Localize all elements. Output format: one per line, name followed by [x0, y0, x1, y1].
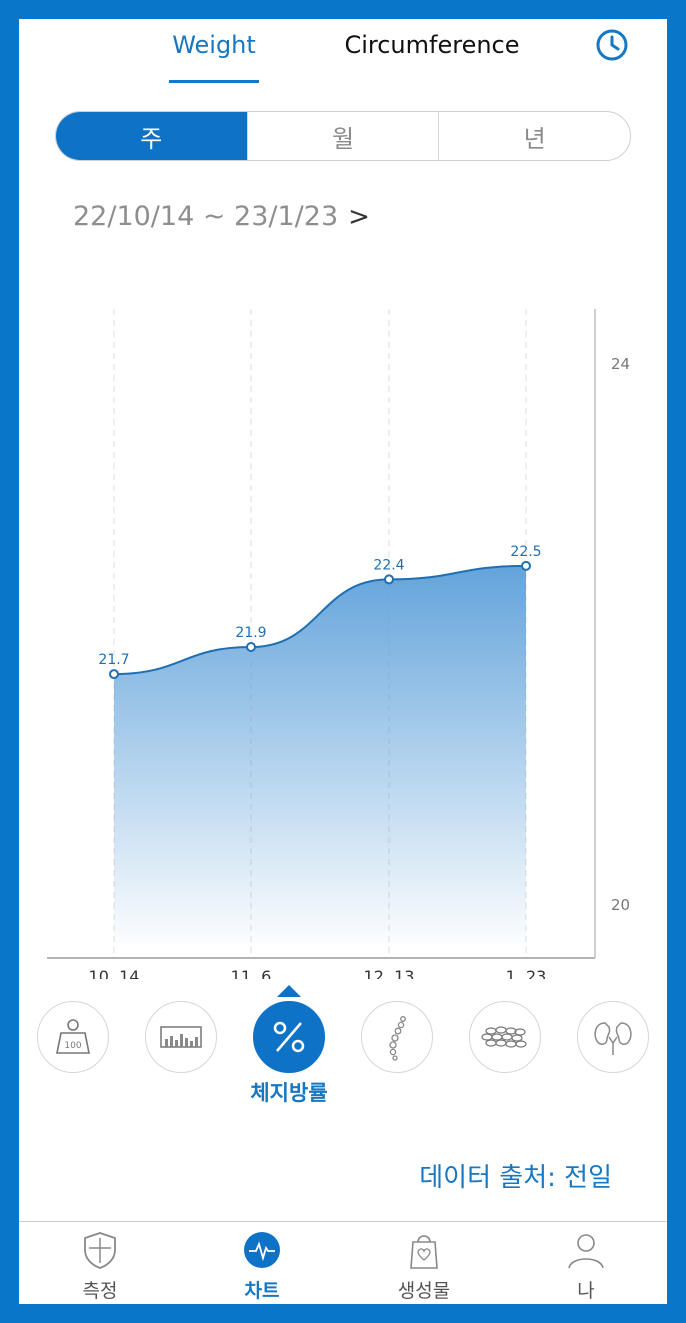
nav-chart[interactable]: 차트 — [181, 1222, 343, 1304]
period-month[interactable]: 월 — [246, 112, 439, 160]
data-label: 22.4 — [373, 557, 404, 573]
active-metric-label: 체지방률 — [250, 1081, 328, 1105]
tab-circumference[interactable]: Circumference — [344, 31, 520, 59]
weight-chart: 21.7 21.9 22.4 22.5 24 20 10. 14 11. 6 12. 13 1… — [47, 309, 630, 979]
metric-selector: 100 — [19, 981, 667, 1121]
percent-icon[interactable] — [253, 1001, 325, 1073]
app-screen: Weight Circumference 주 월 년 22/10/14 ~ 23… — [19, 19, 667, 1304]
svg-text:100: 100 — [64, 1041, 81, 1051]
nav-chart-label: 차트 — [244, 1280, 280, 1302]
fat-tissue-icon[interactable] — [469, 1001, 541, 1073]
weight-100-icon[interactable]: 100 — [37, 1001, 109, 1073]
nav-me[interactable]: 나 — [505, 1222, 667, 1304]
data-point[interactable] — [246, 642, 256, 653]
x-tick-label: 1. 23 — [506, 967, 547, 979]
data-label: 21.9 — [235, 625, 266, 641]
data-point[interactable] — [521, 560, 531, 571]
x-tick-label: 12. 13 — [364, 967, 415, 979]
spine-icon[interactable] — [361, 1001, 433, 1073]
nav-measure-label: 측정 — [82, 1280, 118, 1302]
x-tick-label: 10. 14 — [89, 967, 140, 979]
shield-icon — [80, 1230, 120, 1270]
clock-icon[interactable] — [594, 27, 630, 63]
bottom-navigation: 측정 차트 생성물 — [19, 1221, 667, 1304]
kidney-icon[interactable] — [577, 1001, 649, 1073]
series-line — [113, 564, 527, 676]
shopping-bag-icon — [404, 1230, 444, 1270]
data-label: 22.5 — [510, 544, 541, 560]
data-source-label: 데이터 출처: 전일 — [419, 1163, 612, 1193]
period-selector: 주 월 년 — [55, 111, 631, 161]
y-tick-label: 20 — [611, 896, 630, 914]
data-label: 21.7 — [98, 652, 129, 668]
nav-products-label: 생성물 — [397, 1280, 451, 1302]
selected-pointer — [277, 985, 301, 997]
user-icon — [566, 1230, 606, 1270]
tab-weight[interactable]: Weight — [172, 31, 256, 59]
period-year[interactable]: 년 — [438, 112, 630, 160]
nav-measure[interactable]: 측정 — [19, 1222, 181, 1304]
data-point[interactable] — [384, 574, 394, 585]
nav-products[interactable]: 생성물 — [343, 1222, 505, 1304]
x-tick-label: 11. 6 — [231, 967, 272, 979]
heartbeat-icon — [242, 1230, 282, 1270]
chevron-right-icon: > — [348, 201, 370, 232]
date-range-text: 22/10/14 ~ 23/1/23 — [73, 201, 339, 232]
period-week[interactable]: 주 — [56, 112, 247, 160]
area-fill — [114, 565, 526, 944]
active-tab-indicator — [169, 80, 259, 83]
data-point[interactable] — [109, 669, 119, 680]
bar-histogram-icon[interactable] — [145, 1001, 217, 1073]
y-tick-label: 24 — [611, 355, 630, 373]
date-range-selector[interactable]: 22/10/14 ~ 23/1/23 > — [73, 201, 370, 232]
nav-me-label: 나 — [577, 1280, 595, 1302]
